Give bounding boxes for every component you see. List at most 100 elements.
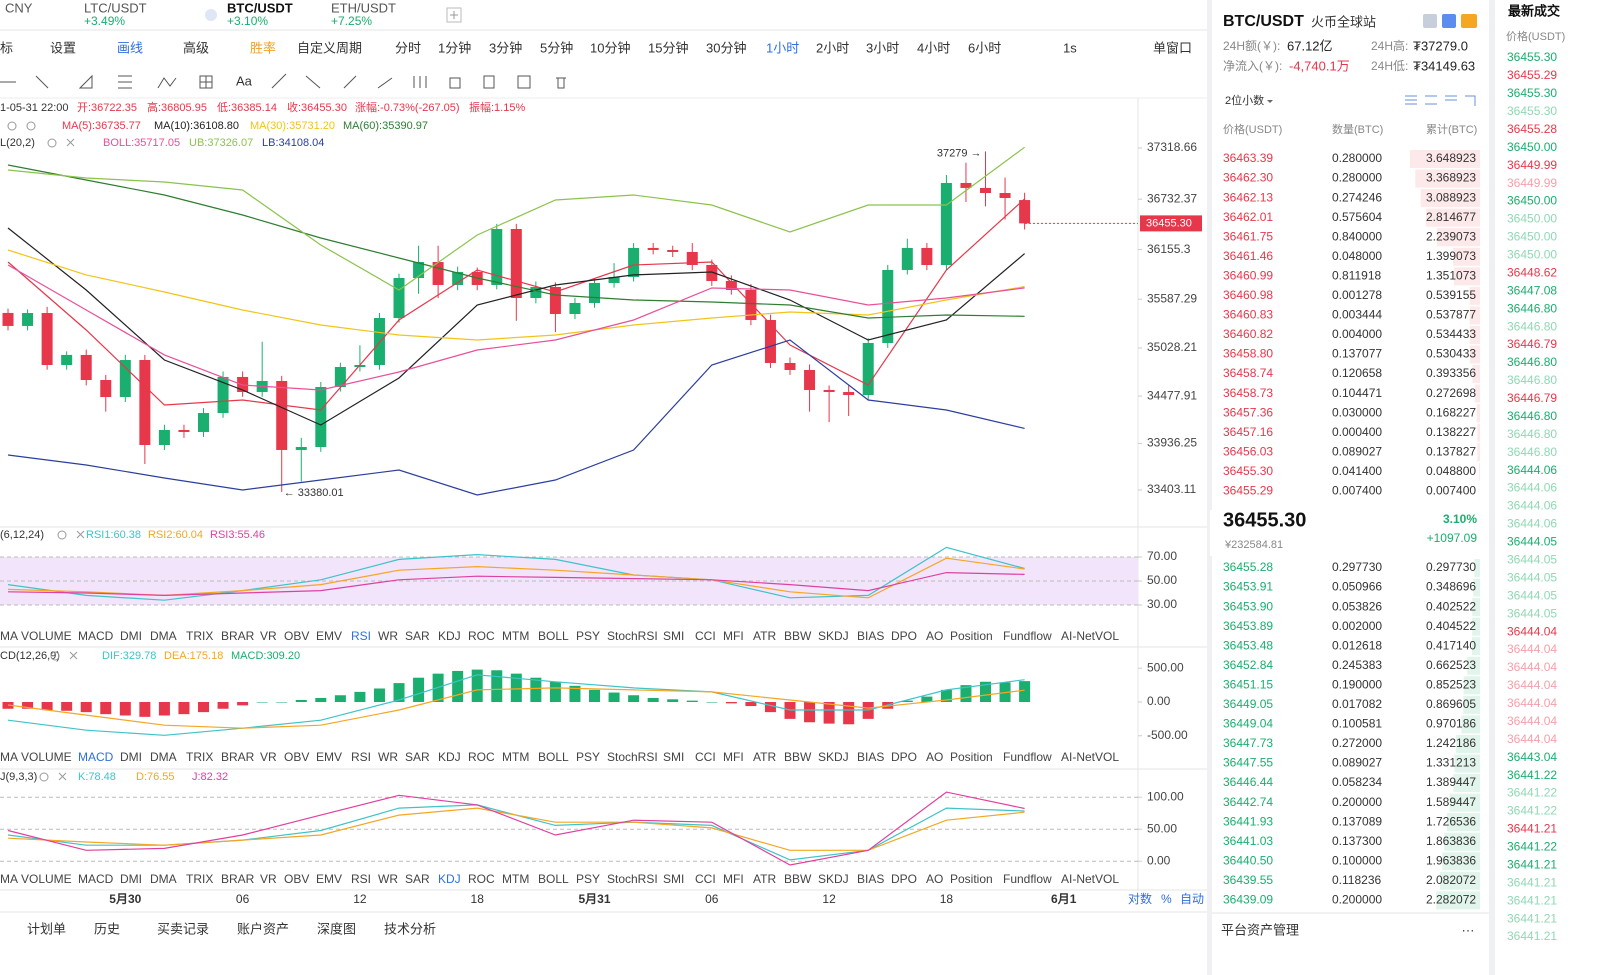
indicator-tab[interactable]: OBV bbox=[284, 629, 309, 643]
indicator-tab[interactable]: RSI bbox=[351, 629, 371, 643]
indicator-tab[interactable]: OBV bbox=[284, 750, 309, 764]
order-price[interactable]: 36449.05 bbox=[1223, 697, 1273, 711]
indicator-tab[interactable]: OBV bbox=[284, 872, 309, 886]
order-price[interactable]: 36441.93 bbox=[1223, 814, 1273, 828]
indicator-tab[interactable]: SMI bbox=[663, 750, 684, 764]
order-price[interactable]: 36462.13 bbox=[1223, 190, 1273, 204]
indicator-tab[interactable]: DMA bbox=[150, 629, 177, 643]
order-price[interactable]: 36460.83 bbox=[1223, 308, 1273, 322]
indicator-tab[interactable]: Fundflow bbox=[1003, 629, 1052, 643]
visibility-icon[interactable] bbox=[47, 138, 57, 148]
toolbar-item[interactable]: 4小时 bbox=[917, 40, 950, 55]
order-price[interactable]: 36460.99 bbox=[1223, 268, 1273, 282]
indicator-tab[interactable]: DPO bbox=[891, 872, 917, 886]
order-price[interactable]: 36441.03 bbox=[1223, 834, 1273, 848]
toolbar-item[interactable]: 高级 bbox=[183, 40, 209, 55]
order-price[interactable]: 36439.09 bbox=[1223, 893, 1273, 907]
indicator-tab[interactable]: AO bbox=[926, 750, 943, 764]
indicator-tab[interactable]: KDJ bbox=[438, 872, 461, 886]
toolbar-item[interactable]: 10分钟 bbox=[590, 40, 630, 55]
order-price[interactable]: 36455.29 bbox=[1223, 484, 1273, 498]
toolbar-item[interactable]: 设置 bbox=[50, 40, 76, 55]
indicator-tab[interactable]: ATR bbox=[753, 629, 776, 643]
indicator-tab[interactable]: CCI bbox=[695, 750, 716, 764]
indicator-tab[interactable]: BRAR bbox=[221, 629, 255, 643]
indicator-tab[interactable]: SAR bbox=[405, 872, 430, 886]
indicator-tab[interactable]: AI-NetVOL bbox=[1061, 750, 1119, 764]
indicator-tab[interactable]: BOLL bbox=[538, 872, 569, 886]
axis-mode[interactable]: 自动 bbox=[1180, 892, 1204, 906]
indicator-tab[interactable]: PSY bbox=[576, 629, 600, 643]
indicator-tab[interactable]: BBW bbox=[784, 750, 812, 764]
indicator-tab[interactable]: WR bbox=[378, 629, 398, 643]
visibility-icon[interactable] bbox=[50, 651, 60, 661]
indicator-tab[interactable]: ROC bbox=[468, 872, 495, 886]
order-price[interactable]: 36439.55 bbox=[1223, 873, 1273, 887]
order-price[interactable]: 36460.82 bbox=[1223, 327, 1273, 341]
order-price[interactable]: 36447.55 bbox=[1223, 756, 1273, 770]
indicator-tab[interactable]: ATR bbox=[753, 872, 776, 886]
close-icon[interactable] bbox=[69, 651, 78, 660]
order-price[interactable]: 36455.30 bbox=[1223, 464, 1273, 478]
bottom-tab[interactable]: 账户资产 bbox=[237, 921, 289, 936]
order-price[interactable]: 36447.73 bbox=[1223, 736, 1273, 750]
order-price[interactable]: 36453.90 bbox=[1223, 599, 1273, 613]
indicator-tab[interactable]: EMV bbox=[316, 872, 342, 886]
indicator-tab[interactable]: VR bbox=[260, 629, 277, 643]
indicator-tab[interactable]: Fundflow bbox=[1003, 750, 1052, 764]
order-price[interactable]: 36457.16 bbox=[1223, 425, 1273, 439]
indicator-tab[interactable]: DMI bbox=[120, 629, 142, 643]
toolbar-item[interactable]: 标 bbox=[0, 40, 13, 55]
indicator-tab[interactable]: SKDJ bbox=[818, 629, 849, 643]
indicator-tab[interactable]: SAR bbox=[405, 629, 430, 643]
indicator-tab[interactable]: BOLL bbox=[538, 750, 569, 764]
indicator-tab[interactable]: CCI bbox=[695, 872, 716, 886]
indicator-tab[interactable]: VOLUME bbox=[21, 872, 72, 886]
axis-mode[interactable]: 对数 bbox=[1128, 891, 1152, 906]
toolbar-item[interactable]: 1s bbox=[1063, 40, 1077, 55]
indicator-tab[interactable]: TRIX bbox=[186, 750, 213, 764]
indicator-tab[interactable]: BOLL bbox=[538, 629, 569, 643]
indicator-tab[interactable]: Fundflow bbox=[1003, 872, 1052, 886]
toolbar-item[interactable]: 30分钟 bbox=[706, 40, 746, 55]
visibility-icon[interactable] bbox=[57, 530, 67, 540]
alert-icon[interactable] bbox=[1423, 14, 1437, 28]
toolbar-item[interactable]: 单窗口 bbox=[1153, 40, 1192, 55]
axis-mode[interactable]: % bbox=[1161, 892, 1172, 906]
order-price[interactable]: 36440.50 bbox=[1223, 853, 1273, 867]
close-icon[interactable] bbox=[76, 530, 85, 539]
order-price[interactable]: 36461.75 bbox=[1223, 229, 1273, 243]
tab-name[interactable]: ETH/USDT bbox=[331, 0, 396, 15]
toolbar-item[interactable]: 6小时 bbox=[968, 40, 1001, 55]
order-price[interactable]: 36463.39 bbox=[1223, 151, 1273, 165]
indicator-tab[interactable]: RSI bbox=[351, 872, 371, 886]
order-price[interactable]: 36453.48 bbox=[1223, 638, 1273, 652]
close-icon[interactable] bbox=[58, 772, 67, 781]
indicator-tab[interactable]: DMI bbox=[120, 872, 142, 886]
indicator-tab[interactable]: MA bbox=[0, 629, 18, 643]
indicator-tab[interactable]: AO bbox=[926, 872, 943, 886]
indicator-tab[interactable]: MFI bbox=[723, 750, 744, 764]
indicator-tab[interactable]: DMI bbox=[120, 750, 142, 764]
order-price[interactable]: 36453.91 bbox=[1223, 580, 1273, 594]
indicator-tab[interactable]: StochRSI bbox=[607, 750, 658, 764]
indicator-tab[interactable]: SMI bbox=[663, 872, 684, 886]
indicator-tab[interactable]: BIAS bbox=[857, 629, 884, 643]
indicator-tab[interactable]: BBW bbox=[784, 629, 812, 643]
tab-name[interactable]: BTC/USDT bbox=[227, 0, 293, 15]
tab-name[interactable]: LTC/USDT bbox=[84, 0, 147, 15]
bottom-tab[interactable]: 历史 bbox=[94, 921, 120, 936]
indicator-tab[interactable]: WR bbox=[378, 750, 398, 764]
indicator-tab[interactable]: DPO bbox=[891, 629, 917, 643]
indicator-tab[interactable]: KDJ bbox=[438, 629, 461, 643]
indicator-tab[interactable]: TRIX bbox=[186, 872, 213, 886]
order-price[interactable]: 36452.84 bbox=[1223, 658, 1273, 672]
indicator-tab[interactable]: BRAR bbox=[221, 750, 255, 764]
toolbar-item[interactable]: 分时 bbox=[395, 40, 421, 55]
order-price[interactable]: 36442.74 bbox=[1223, 795, 1273, 809]
toolbar-item[interactable]: 胜率 bbox=[250, 40, 276, 55]
indicator-tab[interactable]: MACD bbox=[78, 750, 114, 764]
indicator-tab[interactable]: Position bbox=[950, 629, 993, 643]
indicator-tab[interactable]: TRIX bbox=[186, 629, 213, 643]
text-tool[interactable]: Aa bbox=[236, 73, 253, 88]
